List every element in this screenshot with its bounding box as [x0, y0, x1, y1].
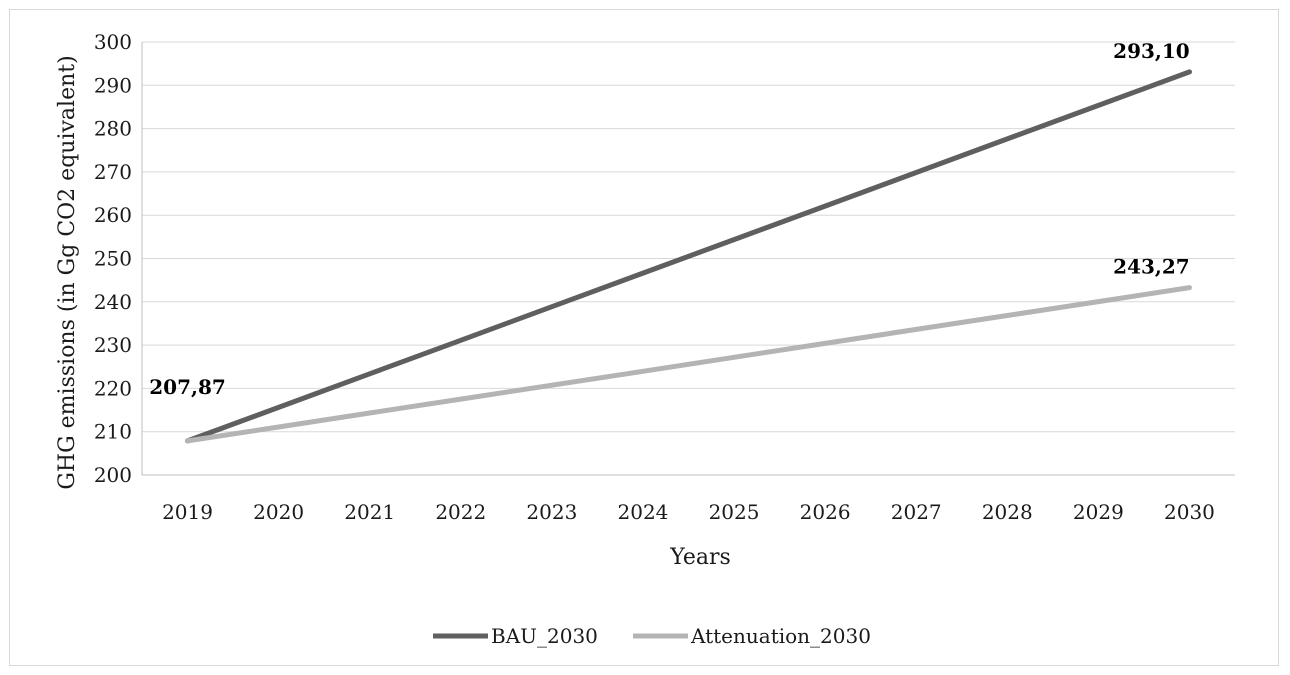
- x-tick-label: 2026: [800, 500, 851, 524]
- y-tick-label: 200: [94, 463, 132, 487]
- x-tick-label: 2021: [344, 500, 395, 524]
- x-tick-label: 2027: [891, 500, 942, 524]
- legend-label: Attenuation_2030: [690, 624, 871, 648]
- y-axis-title: GHG emissions (in Gg CO2 equivalent): [55, 55, 80, 489]
- y-tick-label: 250: [94, 247, 132, 271]
- legend: BAU_2030 Attenuation_2030: [433, 624, 871, 648]
- series-lines: [185, 69, 1192, 444]
- x-tick-label: 2020: [253, 500, 304, 524]
- legend-label: BAU_2030: [491, 624, 598, 648]
- x-tick-label: 2029: [1073, 500, 1124, 524]
- x-tick-label: 2024: [618, 500, 669, 524]
- y-tick-label: 290: [94, 73, 132, 97]
- data-labels: 207,87 293,10 243,27: [149, 39, 1189, 399]
- data-label: 207,87: [149, 375, 226, 399]
- x-tick-label: 2022: [435, 500, 486, 524]
- x-tick-label: 2023: [526, 500, 577, 524]
- y-tick-label: 260: [94, 203, 132, 227]
- y-axis-ticks: 200 210 220 230 240 250 260 270 280 290 300: [94, 30, 132, 487]
- y-tick-label: 230: [94, 333, 132, 357]
- x-tick-label: 2028: [982, 500, 1033, 524]
- y-tick-label: 240: [94, 290, 132, 314]
- data-label: 293,10: [1113, 39, 1190, 63]
- series-line-attenuation-2030: [185, 285, 1192, 444]
- x-tick-label: 2030: [1164, 500, 1215, 524]
- y-tick-label: 280: [94, 117, 132, 141]
- x-axis-title: Years: [669, 545, 731, 570]
- y-tick-label: 300: [94, 30, 132, 54]
- series-line-bau-2030: [185, 69, 1192, 444]
- y-tick-label: 210: [94, 420, 132, 444]
- gridlines: [142, 41, 1235, 433]
- data-label: 243,27: [1113, 255, 1190, 279]
- x-axis-ticks: 2019 2020 2021 2022 2023 2024 2025 2026 2027 2028…: [162, 500, 1215, 524]
- y-tick-label: 270: [94, 160, 132, 184]
- y-tick-label: 220: [94, 376, 132, 400]
- x-tick-label: 2019: [162, 500, 213, 524]
- x-tick-label: 2025: [709, 500, 760, 524]
